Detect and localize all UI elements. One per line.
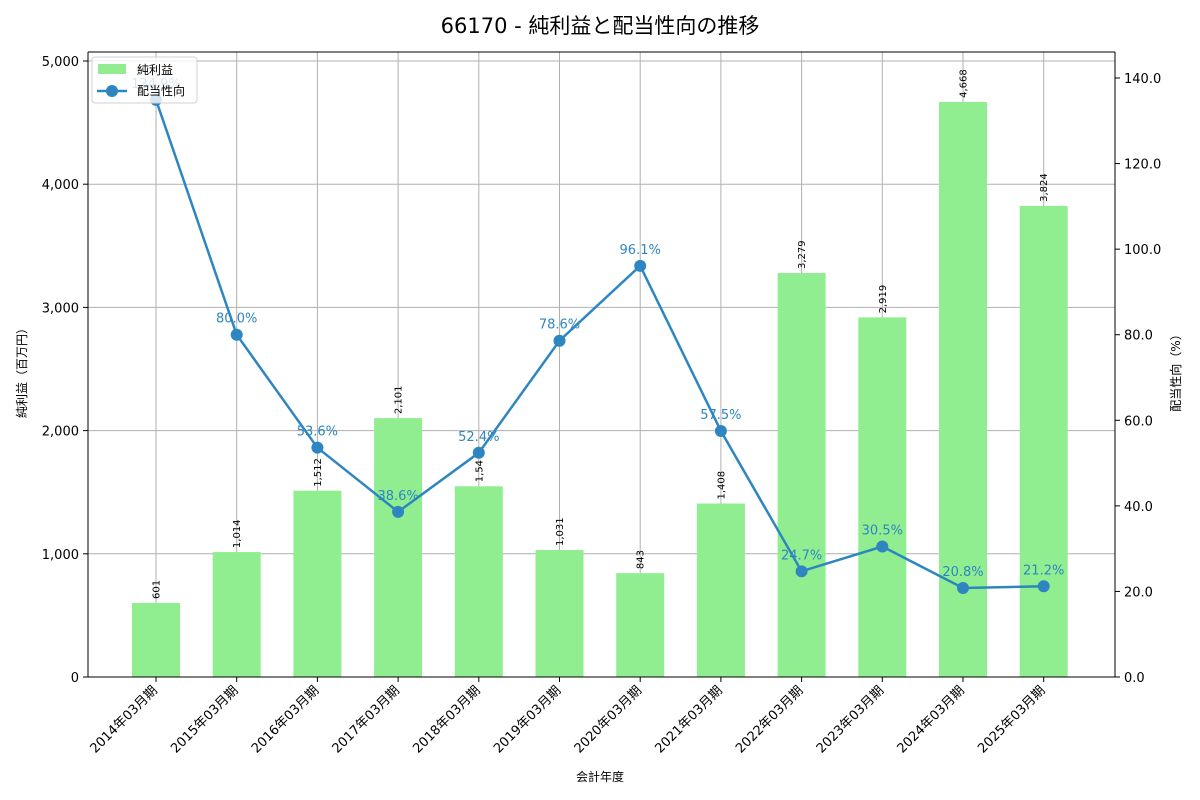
bar-value-label: 1,512 [313, 458, 324, 487]
payout-ratio-label: 78.6% [539, 318, 580, 333]
bar [535, 549, 584, 677]
payout-ratio-marker [634, 259, 647, 272]
payout-ratio-marker [714, 424, 727, 437]
x-tick-label: 2020年03月期 [572, 683, 645, 756]
y2-axis-label: 配当性向（%） [1168, 328, 1183, 411]
y-axis-label: 純利益（百万円） [15, 322, 29, 418]
payout-ratio-label: 57.5% [700, 408, 741, 423]
payout-ratio-marker [472, 446, 485, 459]
bar-value-label: 2,919 [878, 285, 889, 314]
bar [132, 602, 180, 677]
bar-value-label: 3,824 [1039, 173, 1050, 202]
bar [777, 273, 826, 677]
y-tick-label: 0 [71, 671, 79, 686]
bar [454, 486, 503, 677]
axes: 0 1,000 2,000 3,000 4,000 5,000 0.0 20.0 40.0 60.… [15, 51, 1183, 784]
legend-bar-swatch [98, 64, 126, 74]
bar [1019, 205, 1068, 678]
payout-ratio-marker [957, 582, 969, 595]
bar-value-label: 1,014 [232, 519, 243, 548]
payout-ratio-marker [392, 505, 405, 518]
x-tick-label: 2024年03月期 [895, 683, 968, 756]
bar [374, 418, 423, 677]
payout-ratio-label: 30.5% [862, 524, 903, 539]
y2-tick-label: 60.0 [1124, 414, 1153, 429]
bar-value-label: 1,54 [474, 460, 485, 482]
x-tick-label: 2023年03月期 [814, 683, 887, 756]
payout-ratio-line [154, 99, 1044, 590]
payout-ratio-label: 38.6% [377, 489, 418, 504]
x-tick-label: 2017年03月期 [330, 683, 403, 756]
y2-tick-label: 40.0 [1124, 500, 1153, 515]
x-tick-label: 2019年03月期 [491, 683, 564, 756]
y-tick-label: 5,000 [42, 55, 79, 70]
y2-tick-label: 100.0 [1124, 243, 1161, 258]
y-tick-label: 2,000 [42, 425, 79, 440]
legend-label-payout-ratio: 配当性向 [137, 83, 185, 98]
payout-ratio-marker [876, 540, 889, 553]
x-tick-label: 2022年03月期 [733, 683, 806, 756]
bar [616, 573, 665, 677]
payout-ratio-label: 21.2% [1023, 563, 1064, 578]
x-tick-label: 2014年03月期 [88, 683, 161, 756]
y2-tick-label: 80.0 [1124, 329, 1153, 344]
y-tick-label: 1,000 [42, 548, 79, 563]
payout-ratio-label: 96.1% [620, 243, 661, 258]
y2-tick-label: 0.0 [1124, 671, 1145, 686]
bar [212, 552, 261, 677]
legend-label-net-income: 純利益 [137, 63, 173, 77]
bar-value-label: 4,668 [959, 69, 970, 98]
bar-value-labels: 601 1,014 1,512 2,101 1,54 1,031 843 1,408 3,279… [152, 69, 1051, 599]
bar-value-label: 1,408 [716, 471, 727, 500]
y-tick-label: 4,000 [42, 178, 79, 193]
payout-ratio-label: 80.0% [216, 312, 257, 327]
bar-value-label: 601 [152, 580, 163, 599]
payout-ratio-label: 24.7% [781, 548, 822, 563]
payout-ratio-label: 53.6% [297, 425, 338, 440]
x-axis-label: 会計年度 [576, 769, 624, 784]
y-tick-label: 3,000 [42, 301, 79, 316]
payout-ratio-marker [1037, 580, 1050, 593]
x-tick-label: 2025年03月期 [975, 683, 1048, 756]
bar [696, 503, 745, 677]
bar-series-net-income [132, 101, 1068, 678]
line-value-labels: 134.9%80.0%53.6%38.6%52.4%78.6%96.1%57.5… [131, 77, 1064, 580]
y2-tick-label: 20.0 [1124, 585, 1153, 600]
x-tick-label: 2015年03月期 [168, 683, 241, 756]
bar-value-label: 3,279 [797, 240, 808, 269]
bar [858, 317, 907, 677]
y2-tick-label: 120.0 [1124, 158, 1161, 173]
x-tick-label: 2021年03月期 [652, 683, 725, 756]
legend-marker-swatch [106, 85, 118, 97]
bar [293, 490, 342, 677]
y2-tick-label: 140.0 [1124, 72, 1161, 87]
payout-ratio-marker [553, 334, 566, 347]
chart-title: 66170 - 純利益と配当性向の推移 [440, 14, 760, 38]
bar-value-label: 2,101 [394, 386, 405, 415]
payout-ratio-label: 20.8% [942, 565, 983, 580]
payout-ratio-marker [230, 328, 243, 341]
payout-ratio-label: 52.4% [458, 430, 499, 445]
x-tick-label: 2018年03月期 [410, 683, 483, 756]
x-tick-label: 2016年03月期 [249, 683, 322, 756]
bar-value-label: 843 [636, 550, 647, 569]
line-series-payout-ratio [150, 93, 1050, 595]
payout-ratio-marker [795, 565, 808, 578]
bar-value-label: 1,031 [555, 517, 566, 546]
payout-ratio-marker [311, 441, 324, 454]
